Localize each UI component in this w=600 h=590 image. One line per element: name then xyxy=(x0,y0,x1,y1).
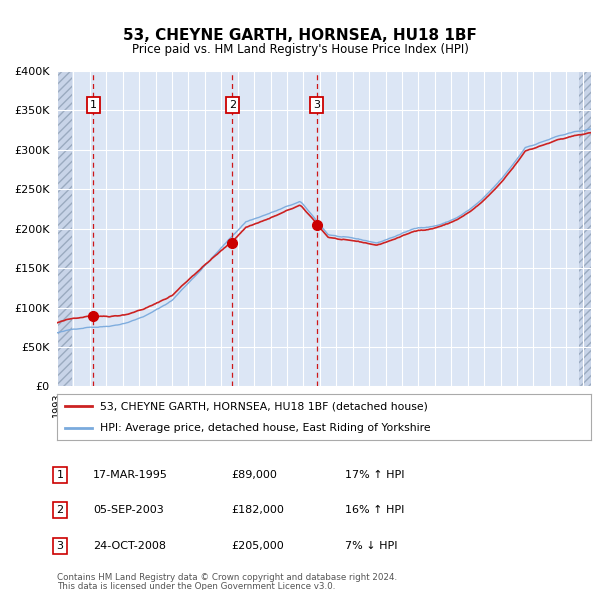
Text: 17% ↑ HPI: 17% ↑ HPI xyxy=(345,470,404,480)
Text: 53, CHEYNE GARTH, HORNSEA, HU18 1BF: 53, CHEYNE GARTH, HORNSEA, HU18 1BF xyxy=(123,28,477,43)
Text: £89,000: £89,000 xyxy=(231,470,277,480)
Text: 1: 1 xyxy=(90,100,97,110)
Bar xyxy=(578,71,591,386)
Text: 2: 2 xyxy=(229,100,236,110)
Text: £205,000: £205,000 xyxy=(231,541,284,550)
Text: 05-SEP-2003: 05-SEP-2003 xyxy=(93,506,164,515)
Text: This data is licensed under the Open Government Licence v3.0.: This data is licensed under the Open Gov… xyxy=(57,582,335,590)
Text: Price paid vs. HM Land Registry's House Price Index (HPI): Price paid vs. HM Land Registry's House … xyxy=(131,43,469,56)
Text: Contains HM Land Registry data © Crown copyright and database right 2024.: Contains HM Land Registry data © Crown c… xyxy=(57,573,397,582)
Text: HPI: Average price, detached house, East Riding of Yorkshire: HPI: Average price, detached house, East… xyxy=(100,423,430,433)
Text: 17-MAR-1995: 17-MAR-1995 xyxy=(93,470,168,480)
Bar xyxy=(57,71,72,386)
Text: 1: 1 xyxy=(56,470,64,480)
Text: £182,000: £182,000 xyxy=(231,506,284,515)
Text: 3: 3 xyxy=(56,541,64,550)
Text: 24-OCT-2008: 24-OCT-2008 xyxy=(93,541,166,550)
Text: 2: 2 xyxy=(56,506,64,515)
Text: 16% ↑ HPI: 16% ↑ HPI xyxy=(345,506,404,515)
Text: 3: 3 xyxy=(313,100,320,110)
Text: 53, CHEYNE GARTH, HORNSEA, HU18 1BF (detached house): 53, CHEYNE GARTH, HORNSEA, HU18 1BF (det… xyxy=(100,401,428,411)
Text: 7% ↓ HPI: 7% ↓ HPI xyxy=(345,541,398,550)
